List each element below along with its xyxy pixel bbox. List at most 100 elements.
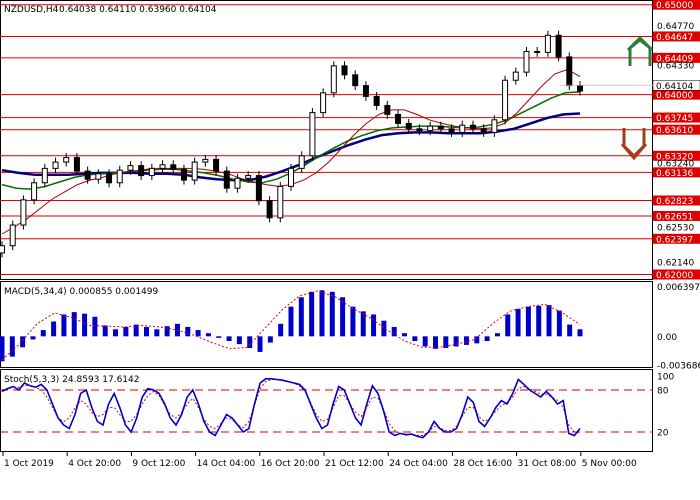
macd-bar [257, 336, 263, 352]
macd-bar [185, 326, 191, 337]
candle-body [202, 158, 209, 163]
candle-body [416, 128, 423, 132]
candle-body [31, 182, 38, 201]
candle-body [127, 165, 134, 171]
candle-body [544, 34, 551, 53]
candle-body [41, 167, 48, 184]
macd-bar [30, 336, 36, 340]
macd-bar [154, 329, 160, 337]
candle-body [84, 170, 91, 180]
candle-body [20, 199, 27, 226]
level-tag [653, 52, 700, 63]
level-tag [653, 233, 700, 244]
macd-bar [443, 336, 449, 349]
macd-bar [340, 297, 346, 337]
candle-body [459, 124, 466, 133]
level-label: 0.64647 [656, 33, 693, 43]
candle-body [277, 185, 284, 219]
candle-body [73, 157, 80, 172]
macd-bar [216, 336, 222, 338]
macd-bar [360, 311, 366, 337]
macd-title: MACD(5,34,4) 0.000855 0.001499 [4, 287, 159, 297]
candle-body [395, 113, 402, 124]
x-tick-label: 16 Oct 20:00 [261, 459, 320, 469]
candle-body [502, 79, 509, 121]
stoch-title: Stoch(5,3,3) 24.8593 17.6142 [4, 375, 139, 385]
level-label: 0.62000 [656, 271, 693, 281]
stoch-tick-label: 80 [657, 387, 669, 397]
candle-body [255, 175, 262, 202]
macd-bar [319, 290, 325, 337]
candle-body [362, 85, 369, 97]
level-label: 0.62397 [656, 235, 693, 245]
candle-body [180, 168, 187, 181]
level-tag [653, 124, 700, 135]
macd-bar [391, 326, 397, 337]
level-tag [653, 150, 700, 161]
candle-body [405, 122, 412, 130]
candle-body [245, 175, 252, 179]
macd-bar [102, 325, 108, 337]
price-tick-label: 0.64330 [657, 61, 694, 71]
candle-body [427, 125, 434, 132]
price-tick-label: 0.63240 [657, 159, 694, 169]
level-tag [653, 269, 700, 280]
macd-bar [505, 314, 511, 337]
macd-bar [164, 326, 170, 337]
macd-bar [144, 326, 149, 337]
level-tag [653, 195, 700, 206]
macd-bar [82, 313, 88, 337]
candle-body [373, 95, 380, 106]
candle-body [330, 65, 337, 94]
candle-body [448, 128, 455, 133]
candle-body [63, 157, 70, 163]
x-tick-label: 28 Oct 16:00 [453, 459, 512, 469]
level-tag [653, 210, 700, 221]
candle-body [9, 224, 16, 247]
macd-bar [402, 333, 408, 337]
level-tag [653, 167, 700, 178]
candle-body [266, 200, 273, 219]
price-tick-label: 0.62140 [657, 258, 694, 268]
macd-bar [123, 326, 129, 337]
candle-body [95, 173, 102, 180]
macd-bar [236, 336, 242, 345]
macd-bar [226, 336, 232, 342]
macd-bar [329, 291, 335, 337]
candle-body [116, 169, 123, 184]
x-tick-label: 14 Oct 04:00 [197, 459, 256, 469]
candle-body [480, 128, 487, 133]
candle-body [341, 65, 348, 76]
macd-bar [195, 330, 201, 337]
macd-bar [577, 329, 583, 337]
candle-body [555, 34, 562, 58]
level-tag [653, 112, 700, 123]
macd-bar [371, 314, 377, 337]
x-tick-label: 5 Nov 00:00 [582, 459, 637, 469]
level-tag [653, 31, 700, 42]
macd-bar [381, 320, 387, 337]
level-label: 0.62651 [656, 212, 693, 222]
x-tick-label: 24 Oct 04:00 [389, 459, 448, 469]
macd-bar [309, 291, 315, 337]
green-up-arrow-icon [626, 35, 654, 66]
macd-bar [298, 297, 304, 337]
current-price-label: 0.64104 [656, 82, 693, 92]
level-label: 0.64000 [656, 91, 693, 101]
macd-bar [525, 306, 531, 337]
macd-bar [0, 336, 5, 362]
candle-body [298, 155, 305, 169]
candle-body [191, 161, 198, 181]
macd-bar [494, 333, 500, 337]
x-tick-label: 9 Oct 12:00 [132, 459, 185, 469]
candle-body [512, 71, 519, 81]
x-tick-label: 21 Oct 12:00 [325, 459, 384, 469]
macd-bar [205, 333, 211, 337]
macd-bar [113, 329, 119, 337]
candle-body [309, 112, 316, 157]
candle-body [213, 158, 220, 172]
macd-bar [71, 312, 77, 337]
candle-body [534, 50, 541, 53]
level-label: 0.63745 [656, 114, 693, 124]
